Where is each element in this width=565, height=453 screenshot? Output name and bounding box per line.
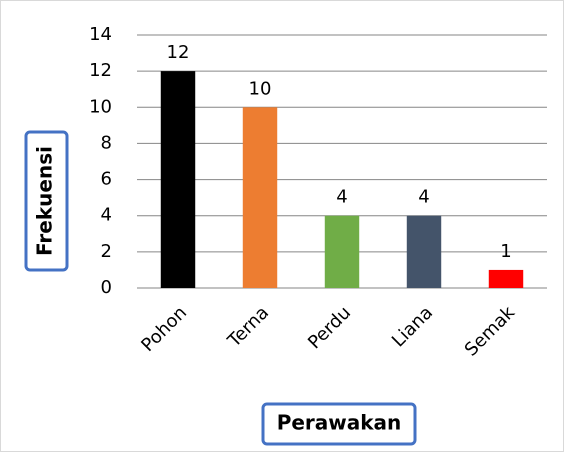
- y-tick-label: 10: [89, 96, 112, 117]
- y-label-box: [24, 130, 69, 272]
- bar: [324, 215, 360, 288]
- y-tick-label: 6: [101, 169, 112, 190]
- bar: [242, 107, 278, 289]
- y-tick-label: 4: [101, 205, 112, 226]
- x-label-box: [261, 402, 417, 446]
- x-axis-title: Perawakan: [277, 411, 402, 435]
- bar: [488, 269, 524, 288]
- data-label: 10: [249, 78, 272, 99]
- data-label: 4: [418, 187, 429, 208]
- y-tick-label: 8: [101, 132, 112, 153]
- data-label: 12: [167, 42, 190, 63]
- y-tick-label: 2: [101, 241, 112, 262]
- y-axis-title: Frekuensi: [33, 146, 57, 256]
- y-tick-label: 14: [89, 24, 112, 45]
- bar: [406, 215, 442, 288]
- y-tick-label: 0: [101, 277, 112, 298]
- bar: [160, 71, 196, 289]
- data-label: 4: [336, 187, 347, 208]
- data-label: 1: [500, 241, 511, 262]
- y-tick-label: 12: [89, 60, 112, 81]
